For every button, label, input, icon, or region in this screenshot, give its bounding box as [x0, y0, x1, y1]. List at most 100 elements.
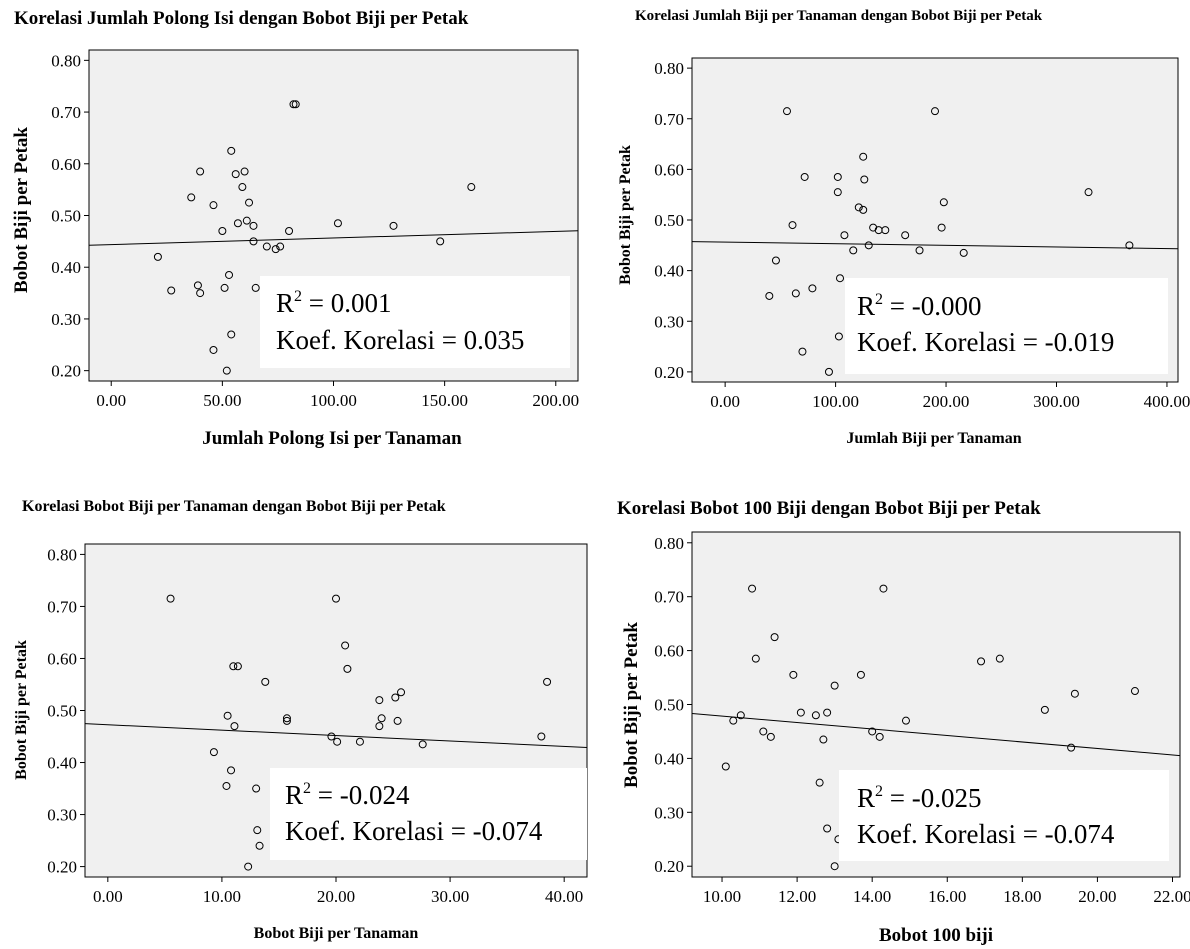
x-tick-label: 200.00: [923, 392, 970, 411]
data-point: [537, 732, 546, 741]
data-point: [327, 732, 336, 741]
data-point: [875, 732, 884, 741]
data-point: [766, 732, 775, 741]
data-point: [859, 205, 868, 214]
data-point: [393, 716, 402, 725]
x-ticks: 10.00 12.00 14.00 16.00 18.00 20.00 22.00: [703, 877, 1190, 906]
x-axis-title: Bobot 100 biji: [879, 925, 993, 946]
y-tick-label: 0.20: [47, 858, 77, 877]
data-point: [939, 198, 948, 207]
data-point: [836, 274, 845, 283]
data-point: [355, 737, 364, 746]
x-tick-label: 10.00: [203, 887, 241, 906]
x-ticks: 0.00 100.00 200.00 300.00 400.00: [710, 382, 1190, 411]
x-tick-label: 150.00: [421, 391, 468, 410]
x-tick-label: 0.00: [96, 391, 126, 410]
x-tick-label: 10.00: [703, 887, 741, 906]
y-ticks: 0.20 0.30 0.40 0.50 0.60 0.70 0.80: [51, 51, 89, 381]
data-point: [782, 107, 791, 116]
data-point: [245, 198, 254, 207]
data-point: [225, 270, 234, 279]
data-point: [1040, 705, 1049, 714]
data-point: [800, 172, 809, 181]
data-point: [271, 245, 280, 254]
y-tick-label: 0.80: [51, 51, 81, 70]
data-point: [789, 670, 798, 679]
data-point: [218, 227, 227, 236]
data-point: [251, 283, 260, 292]
chart-title: Korelasi Jumlah Biji per Tanaman dengan …: [635, 8, 1043, 24]
y-axis-title: Bobot Biji per Petak: [13, 640, 30, 780]
data-point: [167, 286, 176, 295]
data-point: [815, 778, 824, 787]
data-point: [391, 693, 400, 702]
data-point: [860, 175, 869, 184]
data-point: [222, 366, 231, 375]
data-point: [721, 762, 730, 771]
x-tick-label: 200.00: [532, 391, 579, 410]
data-point: [282, 716, 291, 725]
data-point: [824, 367, 833, 376]
chart-panel-3: Korelasi Bobot Biji per Tanaman dengan B…: [0, 474, 595, 949]
y-tick-label: 0.20: [654, 363, 684, 382]
data-point: [856, 670, 865, 679]
stats-box: [260, 276, 570, 368]
data-point: [209, 345, 218, 354]
data-point: [233, 219, 242, 228]
y-tick-label: 0.70: [654, 588, 684, 607]
data-points: [765, 107, 1134, 376]
data-point: [418, 740, 427, 749]
data-point: [223, 711, 232, 720]
data-point: [333, 219, 342, 228]
scatter-plot-2: 0.20 0.30 0.40 0.50 0.60 0.70 0.80 0.00 100.00 2…: [617, 57, 1190, 447]
data-point: [249, 237, 258, 246]
data-point: [849, 246, 858, 255]
data-point: [840, 231, 849, 240]
koef-label: Koef. Korelasi = -0.074: [857, 819, 1115, 849]
y-tick-label: 0.30: [47, 806, 77, 825]
data-point: [166, 594, 175, 603]
x-tick-label: 20.00: [1078, 887, 1116, 906]
data-point: [249, 221, 258, 230]
data-point: [252, 784, 261, 793]
data-point: [220, 283, 229, 292]
data-points: [166, 594, 552, 871]
data-point: [833, 188, 842, 197]
data-point: [811, 711, 820, 720]
data-point: [788, 221, 797, 230]
y-ticks: 0.20 0.30 0.40 0.50 0.60 0.70 0.80: [654, 59, 692, 382]
data-point: [196, 167, 205, 176]
data-point: [291, 100, 300, 109]
y-tick-label: 0.30: [51, 310, 81, 329]
x-tick-label: 0.00: [93, 887, 123, 906]
koef-label: Koef. Korelasi = 0.035: [276, 325, 524, 355]
x-ticks: 0.00 10.00 20.00 30.00 40.00: [93, 877, 583, 906]
y-tick-label: 0.50: [654, 211, 684, 230]
data-point: [977, 657, 986, 666]
data-point: [187, 193, 196, 202]
y-tick-label: 0.20: [51, 362, 81, 381]
stats-box: [270, 768, 587, 860]
x-tick-label: 22.00: [1153, 887, 1190, 906]
stats-box: [839, 770, 1169, 861]
data-points: [153, 100, 476, 375]
y-tick-label: 0.80: [654, 534, 684, 553]
data-point: [227, 146, 236, 155]
data-point: [765, 291, 774, 300]
data-point: [770, 633, 779, 642]
data-point: [834, 332, 843, 341]
data-point: [736, 711, 745, 720]
y-tick-label: 0.40: [654, 749, 684, 768]
data-point: [771, 256, 780, 265]
y-tick-label: 0.30: [654, 312, 684, 331]
koef-label: Koef. Korelasi = -0.019: [857, 327, 1114, 357]
data-point: [915, 246, 924, 255]
data-point: [227, 330, 236, 339]
y-tick-label: 0.40: [51, 258, 81, 277]
data-point: [209, 201, 218, 210]
trend-line: [691, 712, 1181, 757]
y-ticks: 0.20 0.30 0.40 0.50 0.60 0.70 0.80: [654, 534, 692, 876]
data-point: [375, 722, 384, 731]
x-tick-label: 30.00: [431, 887, 469, 906]
y-tick-label: 0.80: [654, 59, 684, 78]
